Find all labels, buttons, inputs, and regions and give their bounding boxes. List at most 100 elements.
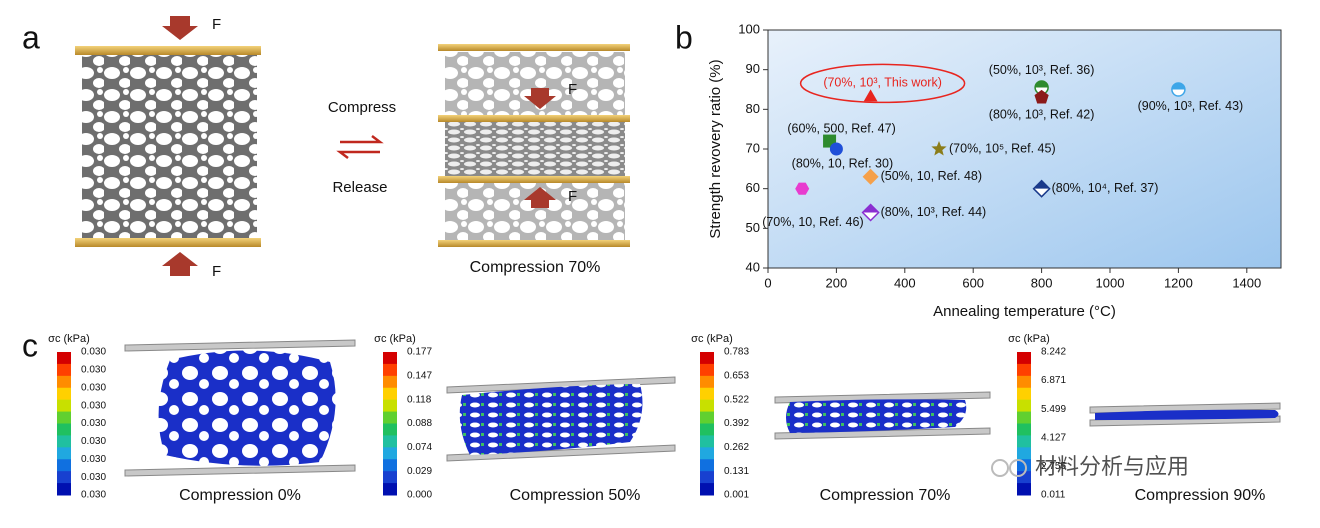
- watermark-icon: [991, 459, 1009, 477]
- colorbar-band: [57, 387, 71, 401]
- y-tick-label: 100: [738, 21, 760, 36]
- colorbar-band: [1017, 399, 1031, 413]
- colorbar-band: [383, 423, 397, 436]
- colorbar-band: [700, 483, 714, 496]
- colorbar-band: [700, 447, 714, 460]
- marker-half: [1035, 81, 1049, 88]
- arrow: [162, 252, 198, 276]
- colorbar-tick-label: 0.522: [724, 394, 749, 405]
- point-label: (70%, 10³, This work): [823, 76, 942, 90]
- plate: [75, 238, 261, 247]
- point: [829, 142, 843, 156]
- colorbar-band: [383, 363, 397, 377]
- plate: [774, 391, 991, 404]
- colorbar-tick-label: 0.262: [724, 442, 749, 453]
- point: [861, 203, 880, 222]
- marker-shape: [1034, 89, 1049, 104]
- structure: [786, 399, 967, 433]
- point-label: (90%, 10³, Ref. 43): [1138, 99, 1244, 113]
- colorbar-tick-label: 0.118: [407, 394, 432, 405]
- marker-shape: [931, 141, 947, 156]
- colorbar-band: [383, 471, 397, 484]
- force-label: F: [568, 81, 577, 98]
- point-label: (50%, 10, Ref. 48): [881, 169, 982, 183]
- colorbar-band: [700, 375, 714, 389]
- colorbar-band: [57, 435, 71, 448]
- colorbar-tick-label: 0.000: [407, 490, 432, 501]
- colorbar-band: [1017, 483, 1031, 496]
- plot-area: [767, 29, 1282, 269]
- colorbar-tick-label: 4.127: [1041, 432, 1066, 443]
- colorbar-tick-label: 0.074: [407, 442, 432, 453]
- colorbar-band: [700, 423, 714, 436]
- point: [862, 168, 879, 185]
- foam: [445, 52, 625, 117]
- colorbar-band: [383, 352, 397, 365]
- colorbar-tick-label: 0.088: [407, 418, 432, 429]
- marker-shape: [863, 89, 878, 102]
- colorbar-tick-label: 0.653: [724, 370, 749, 381]
- colorbar-band: [383, 399, 397, 413]
- plate: [75, 46, 261, 55]
- y-tick-label: 80: [746, 101, 760, 116]
- y-axis-label: Strength revovery ratio (%): [707, 59, 724, 238]
- colorbar-tick-label: 0.030: [81, 382, 106, 393]
- point-label: (70%, 10, Ref. 46): [762, 215, 863, 229]
- x-axis-label: Annealing temperature (°C): [933, 303, 1116, 320]
- reversible-arrow: [336, 135, 384, 159]
- panel-label: a: [22, 19, 40, 55]
- colorbar-tick-label: 0.392: [724, 418, 749, 429]
- plate: [438, 44, 630, 51]
- colorbar-band: [57, 459, 71, 472]
- colorbar-band: [57, 447, 71, 460]
- colorbar-tick-label: 0.131: [724, 466, 749, 477]
- colorbar-tick-label: 5.499: [1041, 404, 1066, 415]
- colorbar-tick-label: 0.177: [407, 347, 432, 358]
- colorbar-tick-label: 0.147: [407, 370, 432, 381]
- structure: [1095, 409, 1279, 420]
- marker-half: [1171, 83, 1185, 90]
- colorbar-band: [383, 483, 397, 496]
- colorbar-band: [57, 483, 71, 496]
- colorbar-band: [700, 352, 714, 365]
- colorbar-band: [1017, 387, 1031, 401]
- colorbar-band: [383, 435, 397, 448]
- colorbar-band: [57, 471, 71, 484]
- x-tick-label: 0: [764, 275, 771, 290]
- x-tick-label: 1200: [1164, 275, 1193, 290]
- colorbar-tick-label: 0.030: [81, 436, 106, 447]
- point: [795, 182, 810, 195]
- panel-label: c: [22, 327, 38, 363]
- colorbar-tick-label: 0.030: [81, 400, 106, 411]
- colorbar-tick-label: 6.871: [1041, 375, 1066, 386]
- arrow: [162, 16, 198, 40]
- colorbar-band: [700, 363, 714, 377]
- plate: [1089, 402, 1281, 414]
- colorbar-band: [1017, 363, 1031, 377]
- colorbar-band: [57, 423, 71, 436]
- colorbar-band: [383, 447, 397, 460]
- plate: [438, 176, 630, 183]
- point: [931, 141, 947, 156]
- colorbar-band: [700, 387, 714, 401]
- colorbar-band: [700, 411, 714, 424]
- colorbar-band: [383, 459, 397, 472]
- x-tick-label: 600: [962, 275, 984, 290]
- caption: Compression 50%: [510, 487, 641, 504]
- plate: [446, 376, 676, 394]
- watermark: 材料分析与应用: [1035, 454, 1189, 479]
- point-label: (80%, 10, Ref. 30): [792, 156, 893, 170]
- colorbar-tick-label: 2.755: [1041, 461, 1066, 472]
- colorbar-tick-label: 0.011: [1041, 490, 1066, 501]
- colorbar-band: [383, 411, 397, 424]
- colorbar-band: [700, 471, 714, 484]
- colorbar-band: [700, 435, 714, 448]
- release-label: Release: [332, 179, 387, 196]
- y-tick-label: 90: [746, 61, 760, 76]
- point: [1034, 89, 1049, 104]
- marker-half: [1033, 180, 1050, 189]
- colorbar-band: [1017, 435, 1031, 448]
- colorbar-unit: σc (kPa): [1008, 333, 1050, 345]
- colorbar-tick-label: 0.030: [81, 490, 106, 501]
- y-tick-label: 70: [746, 140, 760, 155]
